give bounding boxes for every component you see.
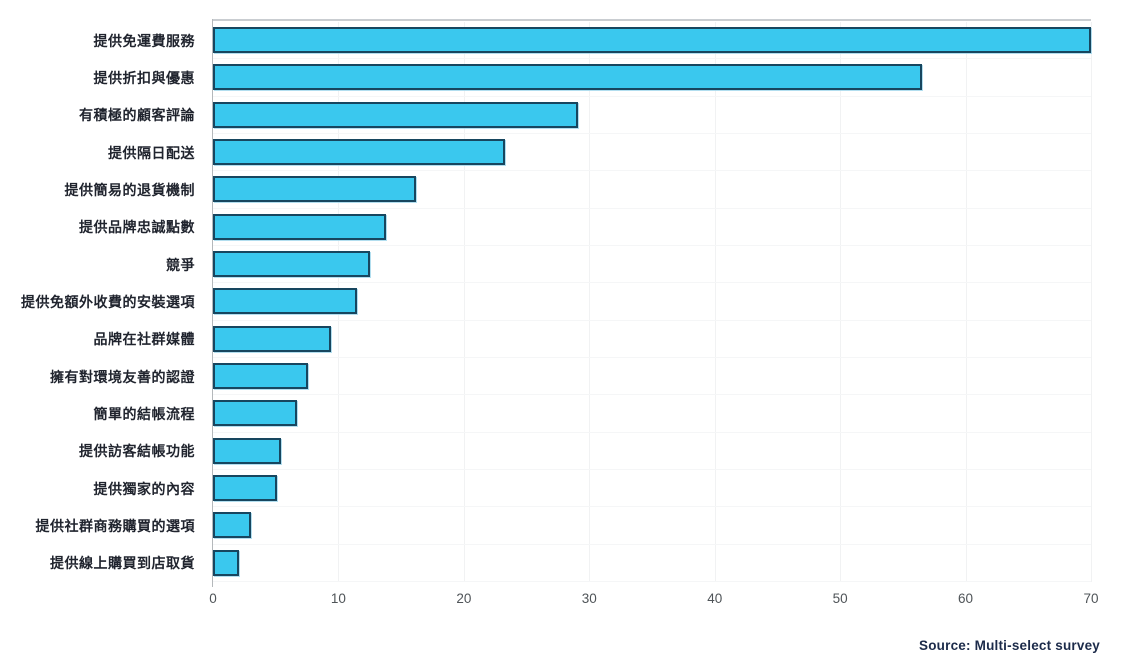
category-label: 提供品牌忠誠點數	[79, 219, 195, 236]
category-label: 提供折扣與優惠	[93, 69, 195, 86]
category-label: 提供免運費服務	[93, 32, 195, 49]
chart-row	[213, 470, 1091, 508]
y-axis-line	[212, 19, 213, 587]
bar-1	[213, 64, 922, 91]
vertical-gridline	[965, 22, 967, 582]
category-label: 提供社群商務購買的選項	[35, 517, 195, 534]
chart-row	[213, 433, 1091, 470]
chart-row	[213, 545, 1091, 582]
bar-11	[213, 437, 281, 464]
vertical-gridline	[1091, 22, 1092, 582]
bar-2	[213, 101, 578, 128]
chart-row	[213, 246, 1091, 284]
category-label: 提供獨家的內容	[93, 480, 195, 497]
bar-12	[213, 475, 277, 502]
category-label: 提供免額外收費的安裝選項	[21, 293, 195, 310]
category-label: 提供隔日配送	[108, 144, 195, 161]
x-tick-label: 0	[209, 591, 217, 606]
source-note: Source: Multi-select survey	[919, 638, 1100, 653]
chart-row	[213, 395, 1091, 433]
chart-row	[213, 283, 1091, 321]
plot-area	[213, 22, 1092, 582]
bar-7	[213, 288, 358, 315]
chart-row	[213, 209, 1091, 246]
chart-row	[213, 507, 1091, 545]
vertical-gridline	[714, 22, 716, 582]
x-tick-label: 50	[832, 591, 848, 606]
chart-row	[213, 134, 1091, 172]
chart-row	[213, 59, 1091, 97]
x-tick-label: 70	[1083, 591, 1099, 606]
bar-0	[213, 27, 1091, 54]
category-label: 提供簡易的退貨機制	[64, 181, 195, 198]
category-label: 提供訪客結帳功能	[79, 443, 195, 460]
x-tick-label: 20	[456, 591, 472, 606]
category-label: 品牌在社群媒體	[93, 331, 195, 348]
bar-14	[213, 549, 240, 576]
chart-row	[213, 97, 1091, 134]
category-label: 有積極的顧客評論	[79, 107, 195, 124]
x-axis-ticks: 0 10 20 30 40 50 60 70	[209, 591, 1098, 609]
category-label: 提供線上購買到店取貨	[50, 555, 195, 572]
bar-3	[213, 139, 506, 166]
y-axis-labels: 提供免運費服務 提供折扣與優惠有積極的顧客評論提供隔日配送提供簡易的退貨機制提供品…	[0, 22, 204, 582]
bar-4	[213, 176, 417, 203]
vertical-gridline	[463, 22, 465, 582]
x-tick-label: 30	[581, 591, 597, 606]
bar-9	[213, 363, 309, 390]
vertical-gridline	[589, 22, 591, 582]
vertical-gridline	[840, 22, 842, 582]
chart-row	[213, 171, 1091, 209]
category-label: 擁有對環境友善的認證	[50, 368, 195, 385]
plot-top-border	[213, 19, 1091, 21]
bar-10	[213, 400, 298, 427]
chart-row	[213, 321, 1091, 358]
x-tick-label: 60	[958, 591, 974, 606]
bar-6	[213, 251, 370, 278]
bar-13	[213, 512, 251, 539]
bar-8	[213, 325, 331, 352]
x-tick-label: 40	[707, 591, 723, 606]
category-label: 競爭	[166, 256, 195, 273]
category-label: 簡單的結帳流程	[93, 405, 195, 422]
bar-5	[213, 213, 387, 240]
chart-row	[213, 358, 1091, 396]
chart-row	[213, 22, 1091, 60]
x-tick-label: 10	[330, 591, 346, 606]
